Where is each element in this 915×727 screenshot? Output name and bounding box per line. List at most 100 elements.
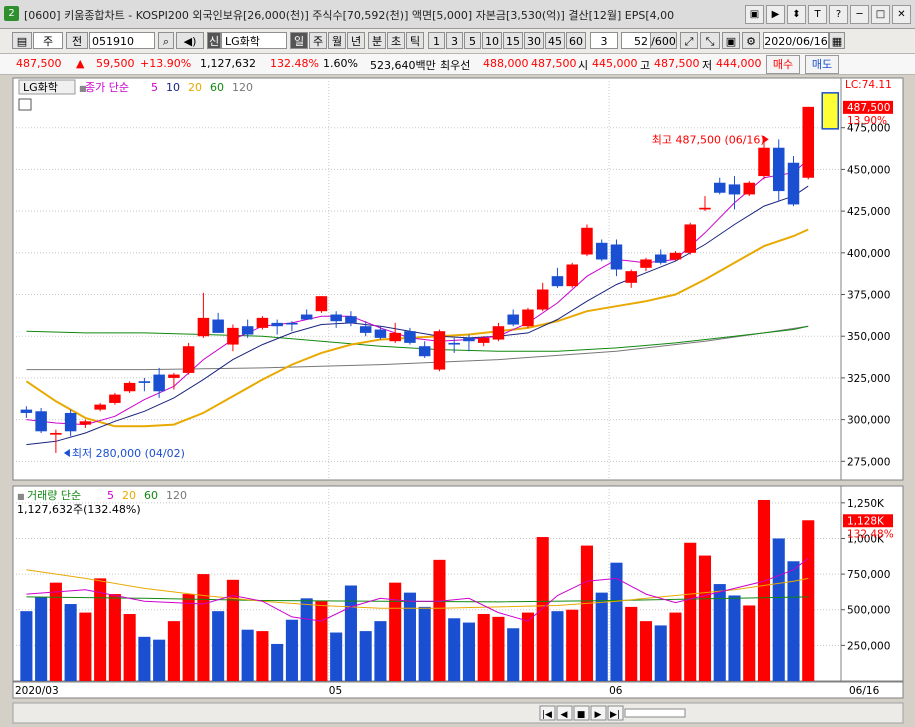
interval-year[interactable]: 년 xyxy=(347,32,365,49)
layout-icon[interactable]: ▤ xyxy=(12,32,32,49)
best-ask: 488,000 xyxy=(483,57,529,70)
toolbar: ▤ 주 전 051910 ⌕ ◀) 신 LG화학 일 주 월 년 분 초 틱 1… xyxy=(0,29,915,54)
candle-body xyxy=(50,432,62,435)
turnover-rate: 1.60% xyxy=(323,57,358,70)
zoom-slider[interactable] xyxy=(624,708,686,718)
volume-bar xyxy=(35,596,48,681)
last-volume-label: 1,128K xyxy=(847,515,885,527)
candle-body xyxy=(772,147,785,192)
candle-body xyxy=(94,404,106,410)
volume-bar xyxy=(94,578,107,681)
candle-body xyxy=(20,409,33,413)
step-select[interactable]: 3 xyxy=(590,32,618,49)
scroll-bar xyxy=(12,702,904,724)
volume-bar xyxy=(418,606,431,681)
volume-bar xyxy=(241,629,254,681)
candle-body xyxy=(374,329,387,338)
help-icon[interactable]: ? xyxy=(829,5,848,24)
candle-body xyxy=(743,182,755,195)
minute-15[interactable]: 15 xyxy=(503,32,523,49)
prev-button[interactable]: 전 xyxy=(66,32,88,49)
current-candle-marker xyxy=(821,92,839,130)
candle-body xyxy=(212,319,224,333)
minute-3[interactable]: 3 xyxy=(446,32,463,49)
legend-marker-icon: ■ xyxy=(17,492,25,501)
minute-60[interactable]: 60 xyxy=(566,32,586,49)
volume-tick-label: 250,000 xyxy=(847,640,890,652)
interval-minute[interactable]: 분 xyxy=(368,32,386,49)
buy-button[interactable]: 매수 xyxy=(766,55,800,74)
x-tick-label: 05 xyxy=(329,685,342,697)
volume-legend-period: 5 xyxy=(107,489,114,502)
price-change: 59,500 xyxy=(96,57,135,70)
candle-body xyxy=(64,412,77,432)
volume-bar xyxy=(684,542,697,681)
interval-second[interactable]: 초 xyxy=(387,32,405,49)
gear-icon[interactable]: ⚙ xyxy=(742,32,760,49)
minimize-icon[interactable]: ─ xyxy=(850,5,869,24)
candle-body xyxy=(728,184,741,195)
volume-legend-label: 거래량 단순 xyxy=(27,489,81,502)
volume-bar xyxy=(551,611,564,681)
high-annotation: 최고 487,500 (06/16) xyxy=(652,133,765,146)
interval-day[interactable]: 일 xyxy=(290,32,308,49)
low-arrow-icon xyxy=(63,448,70,457)
pin-icon[interactable]: ⬍ xyxy=(787,5,806,24)
price-tick-label: 325,000 xyxy=(847,373,890,385)
sound-icon[interactable]: ◀) xyxy=(176,32,204,49)
ma20-line xyxy=(25,228,809,428)
candle-body xyxy=(684,224,696,253)
volume-bar xyxy=(433,559,446,681)
volume-bar xyxy=(521,612,535,681)
volume-bar xyxy=(153,639,166,681)
stock-code-input[interactable]: 051910 xyxy=(89,32,155,49)
app-icon: 2 xyxy=(4,6,19,21)
minute-45[interactable]: 45 xyxy=(545,32,565,49)
volume-bar xyxy=(625,606,638,681)
candle-body xyxy=(168,374,180,378)
count-input[interactable]: 52 xyxy=(621,32,651,49)
scroll-button[interactable] xyxy=(590,705,607,721)
save-icon[interactable]: ▣ xyxy=(722,32,740,49)
last-price-box xyxy=(843,100,893,114)
font-icon[interactable]: T xyxy=(808,5,827,24)
interval-week[interactable]: 주 xyxy=(309,32,327,49)
interval-month[interactable]: 월 xyxy=(328,32,346,49)
minute-1[interactable]: 1 xyxy=(428,32,445,49)
candle-body xyxy=(345,316,357,323)
candle-body xyxy=(256,317,269,328)
volume-bar xyxy=(713,584,726,681)
interval-tick[interactable]: 틱 xyxy=(406,32,424,49)
zoom-icon[interactable]: ⤡ xyxy=(700,32,720,49)
period-type-select[interactable]: 주 xyxy=(33,32,63,49)
search-icon[interactable]: ⌕ xyxy=(158,32,174,49)
price-pane xyxy=(12,77,842,481)
volume-bar xyxy=(639,621,653,681)
price-axis-pane xyxy=(840,77,904,481)
candle-body xyxy=(507,314,519,325)
calendar-icon[interactable]: ▦ xyxy=(829,32,845,49)
minute-10[interactable]: 10 xyxy=(482,32,502,49)
volume-bar xyxy=(49,582,62,681)
indicator-icon[interactable]: ⤢ xyxy=(680,32,698,49)
minute-5[interactable]: 5 xyxy=(464,32,481,49)
candle-body xyxy=(536,289,549,310)
scroll-button[interactable] xyxy=(539,705,556,721)
close-icon[interactable]: ✕ xyxy=(892,5,911,24)
date-input[interactable]: 2020/06/16 xyxy=(763,32,829,49)
candle-body xyxy=(123,382,136,392)
scroll-button[interactable] xyxy=(573,705,590,721)
price-tick-label: 350,000 xyxy=(847,331,890,343)
window-menu-icon[interactable]: ▣ xyxy=(745,5,764,24)
sell-button[interactable]: 매도 xyxy=(805,55,839,74)
lc-label: LC:74.11 xyxy=(845,79,892,91)
maximize-icon[interactable]: □ xyxy=(871,5,890,24)
candle-body xyxy=(109,394,121,403)
volume-bar xyxy=(123,614,136,681)
minute-30[interactable]: 30 xyxy=(524,32,544,49)
scroll-button[interactable] xyxy=(556,705,573,721)
scroll-button[interactable] xyxy=(607,705,624,721)
price-legend-period: 60 xyxy=(210,81,224,94)
link-icon[interactable]: ▶ xyxy=(766,5,785,24)
volume-bar xyxy=(772,538,785,681)
